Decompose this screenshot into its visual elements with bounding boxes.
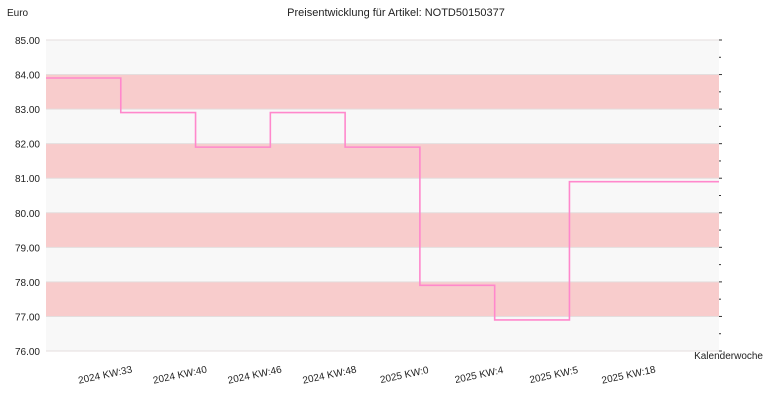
background-band xyxy=(46,281,719,317)
y-tick-label: 78.00 xyxy=(15,278,40,289)
background-band xyxy=(46,212,719,248)
y-tick-label: 81.00 xyxy=(15,174,40,185)
y-axis-label: Euro xyxy=(7,8,29,19)
x-tick-label: 2025 KW:0 xyxy=(379,365,430,386)
y-axis-ticks: 76.00 77.00 78.00 79.00 80.00 81.00 82.00 83.00… xyxy=(15,36,40,358)
background-band xyxy=(46,40,719,75)
background-band xyxy=(46,247,719,282)
y-tick-label: 79.00 xyxy=(15,243,40,254)
x-tick-label: 2024 KW:40 xyxy=(152,364,208,386)
grid-lines xyxy=(46,39,719,352)
x-axis-label: Kalenderwoche xyxy=(694,351,763,362)
background-band xyxy=(46,143,719,179)
chart-title: Preisentwicklung für Artikel: NOTD501503… xyxy=(287,7,505,19)
x-tick-label: 2025 KW:4 xyxy=(454,365,505,386)
y-tick-label: 85.00 xyxy=(15,36,40,47)
x-tick-label: 2024 KW:46 xyxy=(227,364,283,386)
x-axis-ticks: 2024 KW:33 2024 KW:40 2024 KW:46 2024 KW:48… xyxy=(77,364,657,386)
x-tick-label: 2024 KW:33 xyxy=(77,364,133,386)
x-tick-label: 2024 KW:48 xyxy=(302,364,358,386)
background-band xyxy=(46,316,719,351)
price-series xyxy=(46,77,719,321)
x-tick-label: 2025 KW:5 xyxy=(529,365,580,386)
background-band xyxy=(46,74,719,110)
background-band xyxy=(46,178,719,213)
x-tick-label: 2025 KW:18 xyxy=(601,364,657,386)
y-tick-label: 77.00 xyxy=(15,312,40,323)
y-tick-label: 76.00 xyxy=(15,347,40,358)
price-step-line xyxy=(46,77,719,321)
plot-background-bands xyxy=(46,40,719,351)
background-band xyxy=(46,109,719,144)
y-tick-label: 82.00 xyxy=(15,140,40,151)
right-axis-ticks xyxy=(719,39,722,352)
y-tick-label: 83.00 xyxy=(15,105,40,116)
y-tick-label: 80.00 xyxy=(15,209,40,220)
y-tick-label: 84.00 xyxy=(15,71,40,82)
